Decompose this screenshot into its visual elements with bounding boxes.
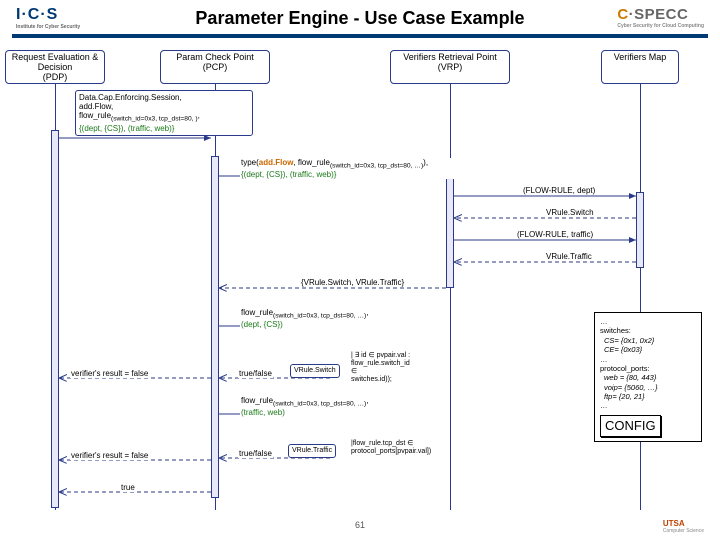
participant-pdp: Request Evaluation &Decision(PDP) (5, 50, 105, 84)
msg-flowrule-dept: (FLOW-RULE, dept) (522, 186, 596, 195)
msg-true: true (120, 483, 136, 492)
page-title: Parameter Engine - Use Case Example (0, 8, 720, 29)
box-vrule-traffic: VRule.Traffic (288, 444, 336, 458)
header-rule (12, 34, 708, 38)
activation-pdp (51, 130, 59, 508)
config-box: …switches:CS= {0x1, 0x2}CE= {0x03}…proto… (594, 312, 702, 442)
msg-vrule-traffic-ret: VRule.Traffic (545, 252, 593, 261)
cspecc-sub: Cyber Security for Cloud Computing (617, 23, 704, 29)
activation-vrp (446, 178, 454, 288)
cond-traffic: |flow_rule.tcp_dst ∈ protocol_ports[pvpa… (350, 440, 432, 456)
msg-truefalse-1: true/false (238, 369, 273, 378)
footer-logo-sub: Computer Science (663, 528, 704, 534)
page-number: 61 (0, 520, 720, 530)
ics-sub: Institute for Cyber Security (16, 24, 80, 30)
msg-flowrule-traffic: (FLOW-RULE, traffic) (516, 230, 594, 239)
participant-pcp: Param Check Point(PCP) (160, 50, 270, 84)
msg-session-call: Data.Cap.Enforcing.Session,add.Flow,flow… (75, 90, 253, 136)
participant-vrp: Verifiers Retrieval Point(VRP) (390, 50, 510, 84)
msg-vrules-set: {VRule.Switch, VRule.Traffic} (300, 278, 405, 287)
activation-pcp (211, 156, 219, 498)
participant-vmap: Verifiers Map (601, 50, 679, 84)
msg-type-call: type(add.Flow, flow_rule(switch_id=0x3, … (240, 158, 502, 179)
logo-ics: I·C·S Institute for Cyber Security (16, 6, 80, 30)
msg-vrule-switch-ret: VRule.Switch (545, 208, 595, 217)
footer-logo-text: UTSA (663, 519, 685, 528)
slide: Parameter Engine - Use Case Example I·C·… (0, 0, 720, 540)
box-vrule-switch: VRule.Switch (290, 364, 340, 378)
msg-verifier-result-1: verifier's result = false (70, 369, 149, 378)
cspecc-rest: ·SPECC (629, 6, 689, 23)
msg-flowrule-dept-call: flow_rule(switch_id=0x3, tcp_dst=80, …),… (240, 308, 369, 329)
activation-vmap (636, 192, 644, 268)
lifeline-vrp (450, 84, 451, 510)
lifeline-vmap (640, 84, 641, 510)
footer-logo: UTSA Computer Science (663, 519, 704, 534)
msg-truefalse-2: true/false (238, 449, 273, 458)
msg-verifier-result-2: verifier's result = false (70, 451, 149, 460)
cspecc-c: C (617, 6, 628, 23)
msg-flowrule-traffic-call: flow_rule(switch_id=0x3, tcp_dst=80, …),… (240, 396, 369, 417)
logo-cspecc: C·SPECC Cyber Security for Cloud Computi… (617, 6, 704, 29)
cond-switch: | ∃ id ∈ pvpair.val : flow_rule.switch_i… (350, 352, 411, 384)
ics-text: I·C·S (16, 6, 58, 23)
